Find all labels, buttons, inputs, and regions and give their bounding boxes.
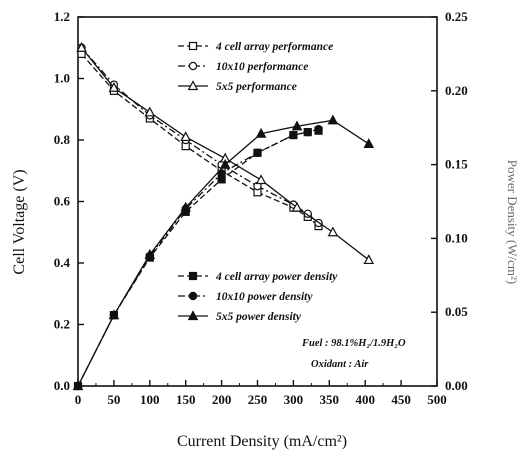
power-data-point — [363, 138, 375, 149]
y-tick-label: 1.2 — [54, 9, 70, 24]
voltage-legend-label: 4 cell array performance — [215, 41, 333, 53]
x-tick-label: 400 — [355, 392, 375, 407]
axis-ticks: 0 50 100 150 200 250 300 350 400 450 500 0.0 0.2 0.4 0… — [54, 9, 469, 407]
voltage-legend-marker — [188, 61, 198, 71]
power-data-point — [303, 127, 312, 137]
y-right-tick-label: 0.05 — [445, 304, 468, 319]
y-tick-label: 0.6 — [54, 194, 71, 209]
power-legend-marker — [188, 291, 198, 301]
power-series-1 — [73, 124, 323, 391]
voltage-legend-label: 10x10 performance — [216, 61, 308, 73]
y-axis-right-title: Power Density (W/cm²) — [505, 160, 520, 284]
legend-power: 4 cell array power density 10x10 power de… — [178, 271, 338, 323]
power-series-line — [77, 130, 319, 387]
x-tick-label: 350 — [320, 392, 340, 407]
voltage-legend-marker — [187, 80, 199, 91]
voltage-legend-marker — [188, 41, 198, 51]
y-axis-title: Cell Voltage (V) — [11, 169, 28, 274]
chart-series — [72, 41, 375, 391]
voltage-data-point — [76, 41, 87, 52]
voltage-series-0 — [77, 49, 323, 231]
power-data-point — [108, 309, 120, 320]
x-tick-label: 100 — [140, 392, 160, 407]
power-data-point — [219, 158, 231, 169]
y-right-tick-label: 0.25 — [445, 9, 468, 24]
legend-voltage: 4 cell array performance 10x10 performanc… — [178, 41, 333, 93]
voltage-data-point — [108, 81, 120, 92]
y-tick-label: 0.4 — [54, 255, 71, 270]
power-data-point — [291, 120, 303, 131]
x-tick-label: 50 — [107, 392, 120, 407]
power-data-point — [253, 148, 262, 157]
fuel-annotation: Fuel : 98.1%H₂/1.9H₂O — [301, 338, 406, 349]
x-tick-label: 500 — [427, 392, 447, 407]
oxidant-annotation: Oxidant : Air — [311, 359, 369, 370]
power-legend-marker — [187, 310, 199, 321]
power-series-0 — [73, 126, 323, 391]
power-data-point — [144, 248, 156, 259]
power-legend-label: 10x10 power density — [216, 291, 313, 303]
voltage-data-point — [144, 106, 156, 117]
y-right-tick-label: 0.15 — [445, 157, 468, 172]
y-right-tick-label: 0.00 — [445, 378, 468, 393]
x-tick-label: 0 — [75, 392, 82, 407]
voltage-data-point — [255, 174, 267, 185]
x-tick-label: 300 — [284, 392, 304, 407]
power-data-point — [180, 201, 192, 212]
x-tick-label: 450 — [391, 392, 411, 407]
voltage-data-point — [291, 201, 303, 212]
power-legend-marker — [188, 271, 198, 281]
x-axis-title: Current Density (mA/cm²) — [177, 433, 347, 450]
power-data-point — [72, 380, 84, 391]
power-data-point — [217, 169, 226, 178]
y-right-tick-label: 0.10 — [445, 230, 468, 245]
y-tick-label: 1.0 — [54, 71, 70, 86]
x-tick-label: 200 — [212, 392, 232, 407]
power-data-point — [289, 130, 298, 140]
x-tick-label: 150 — [176, 392, 196, 407]
power-legend-label: 5x5 power density — [216, 311, 302, 323]
power-data-point — [314, 124, 323, 134]
voltage-data-point — [363, 254, 375, 265]
power-series-2 — [72, 114, 375, 391]
y-right-tick-label: 0.20 — [445, 83, 468, 98]
x-tick-label: 250 — [248, 392, 268, 407]
voltage-data-point — [327, 226, 339, 237]
y-tick-label: 0.2 — [54, 317, 70, 332]
power-legend-label: 4 cell array power density — [215, 271, 338, 283]
power-data-point — [255, 127, 267, 138]
power-series-line — [77, 128, 319, 387]
voltage-series-2 — [76, 41, 375, 265]
y-tick-label: 0.8 — [54, 132, 71, 147]
power-data-point — [327, 114, 339, 125]
voltage-legend-label: 5x5 performance — [216, 81, 297, 93]
y-tick-label: 0.0 — [54, 378, 70, 393]
voltage-data-point — [180, 131, 192, 142]
